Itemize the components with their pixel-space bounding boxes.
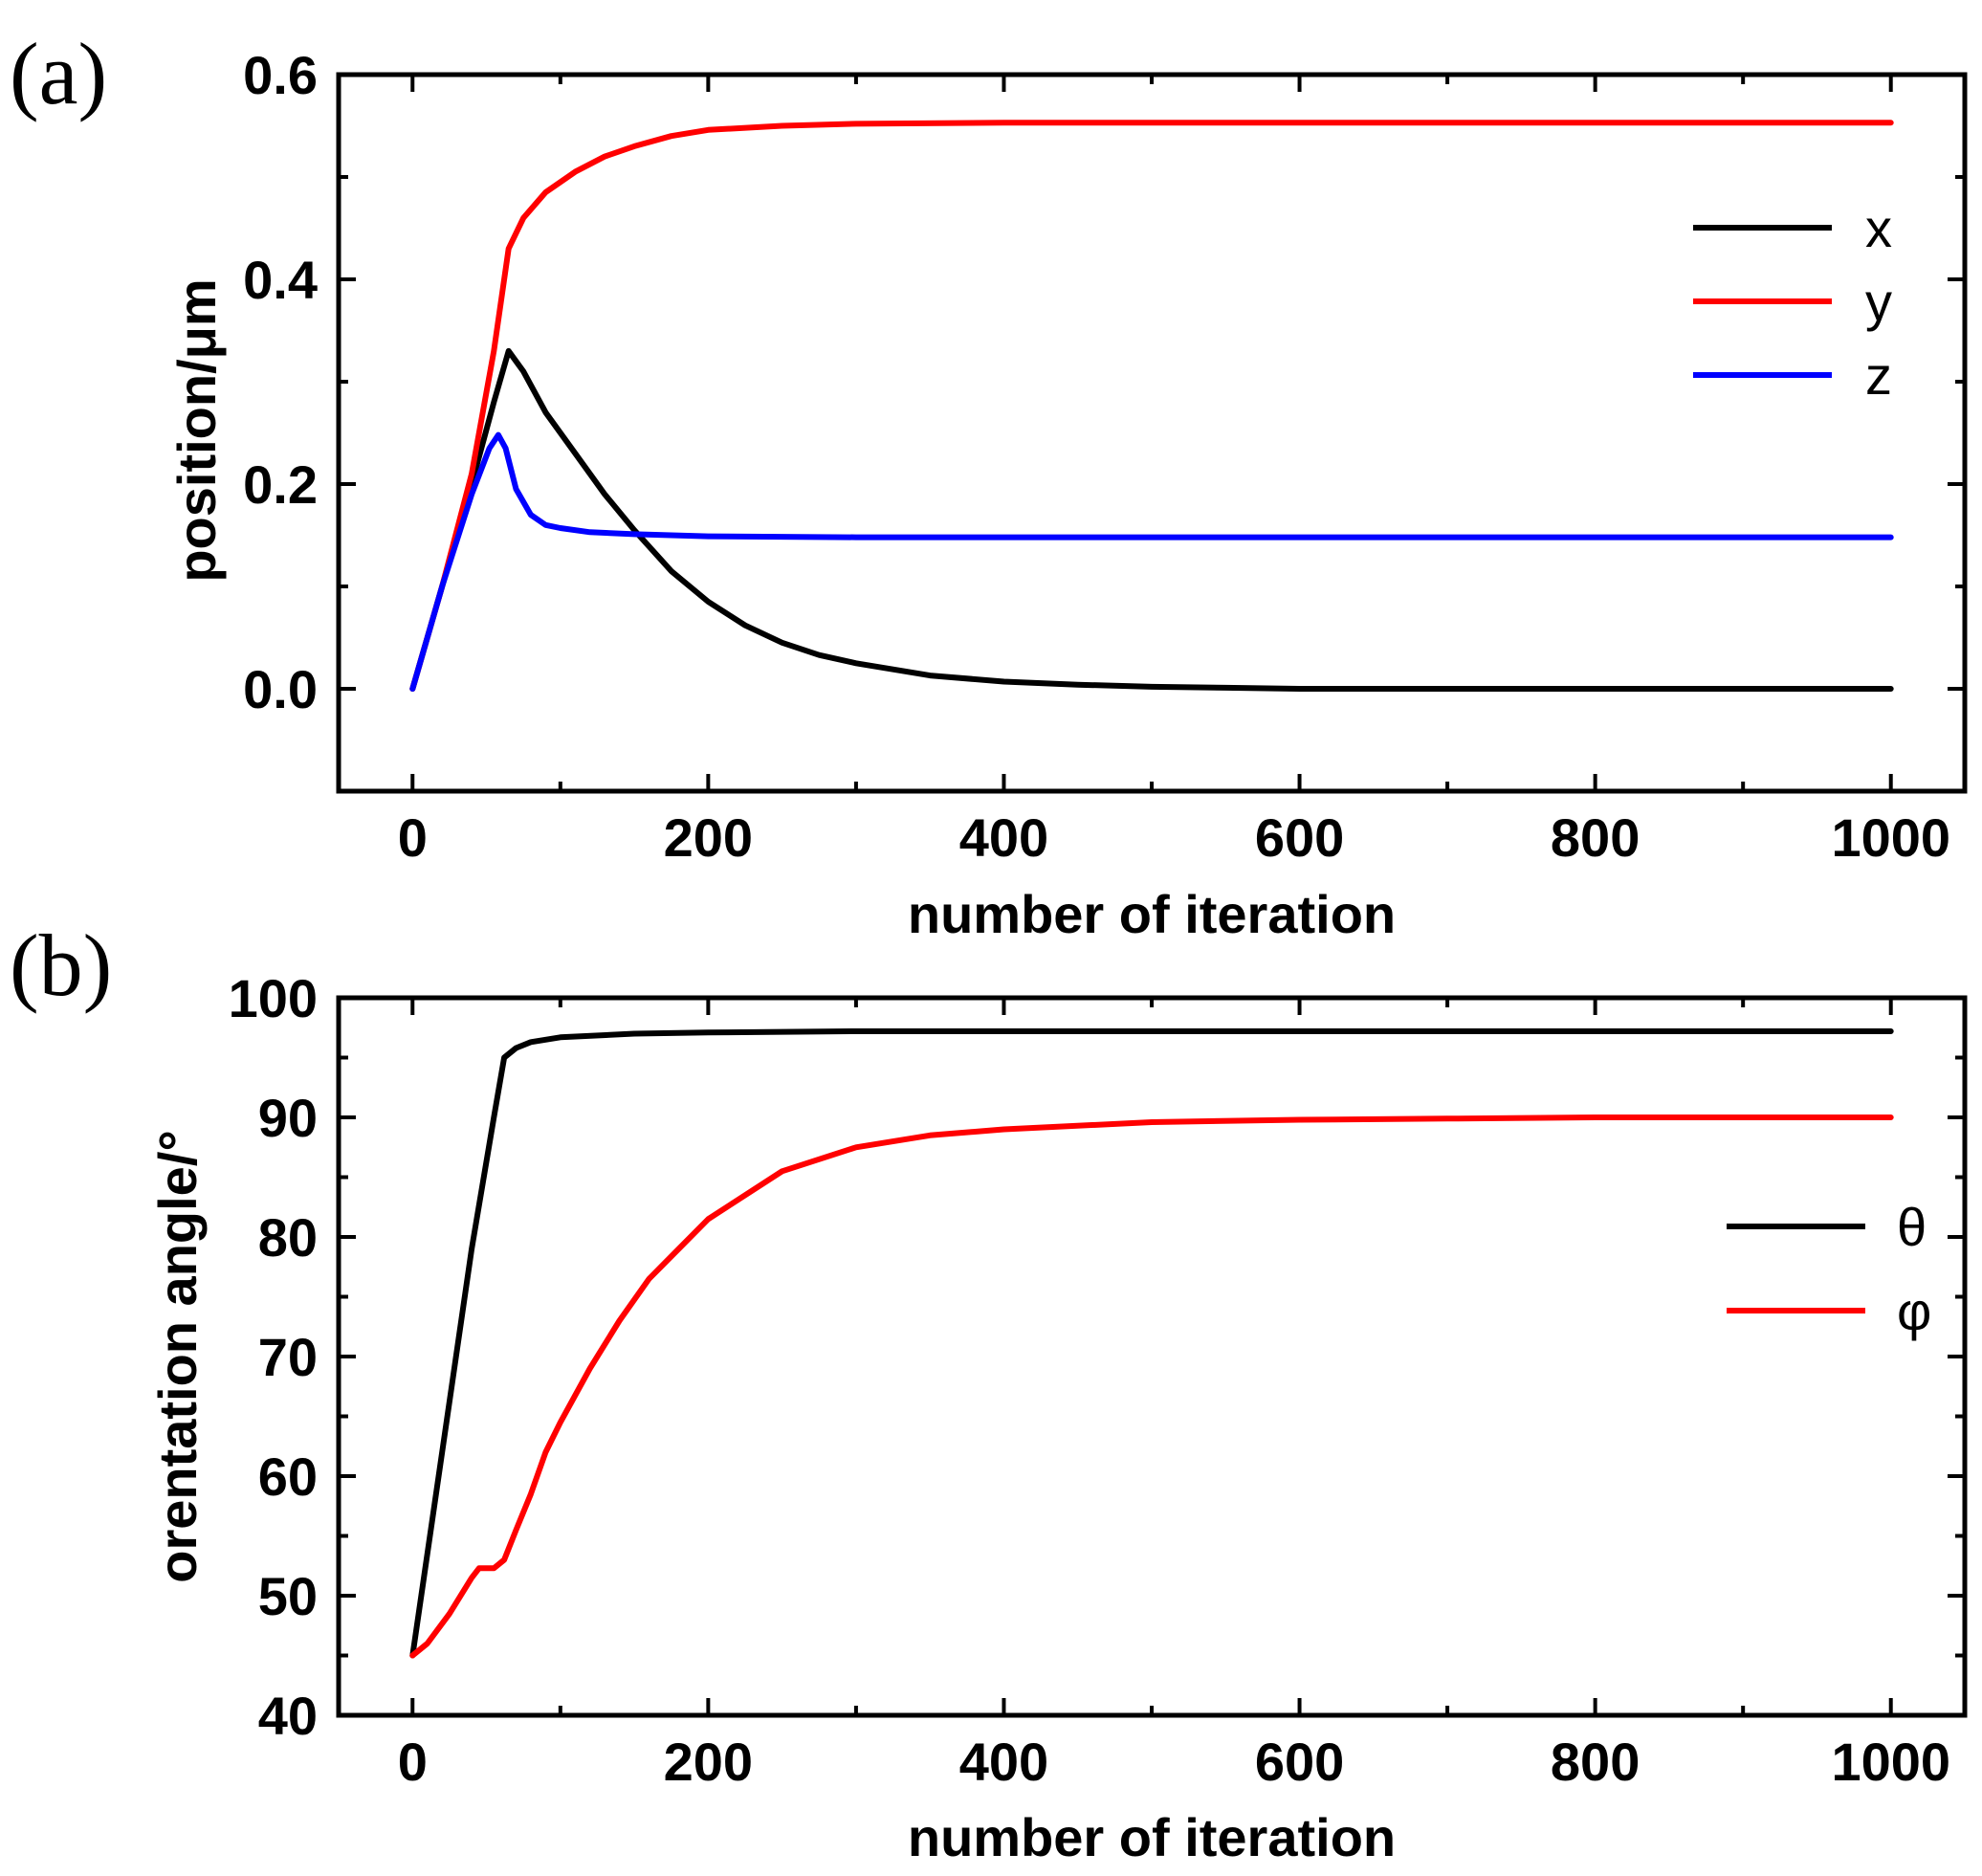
y-tick-label: 0.2 bbox=[243, 454, 318, 515]
panel-b-x-axis-title: number of iteration bbox=[908, 1807, 1396, 1867]
x-tick-label: 600 bbox=[1255, 807, 1344, 868]
x-tick-label: 0 bbox=[398, 1732, 428, 1792]
panel-b-plot-frame bbox=[336, 995, 1968, 1718]
panel-a-label: (a) bbox=[10, 25, 107, 122]
x-tick-label: 200 bbox=[664, 1732, 753, 1792]
x-tick-label: 1000 bbox=[1831, 1732, 1950, 1792]
y-tick-label: 90 bbox=[258, 1088, 318, 1148]
y-tick-label: 40 bbox=[258, 1686, 318, 1746]
y-tick-label: 70 bbox=[258, 1327, 318, 1387]
panel-a-legend: x y z bbox=[1693, 198, 1892, 406]
legend-label-theta: θ bbox=[1897, 1197, 1927, 1257]
x-tick-label: 400 bbox=[959, 1732, 1048, 1792]
panel-b-ticks: 0 200 400 600 800 1000 40 50 60 70 80 90 100 bbox=[229, 968, 1965, 1792]
panel-a-plot-frame bbox=[336, 72, 1968, 794]
y-tick-label: 0.0 bbox=[243, 659, 318, 719]
panel-a-x-axis-title: number of iteration bbox=[908, 884, 1396, 944]
series-line-3 bbox=[409, 431, 1894, 692]
x-tick-label: 0 bbox=[398, 807, 428, 868]
panel-b-legend: θ φ bbox=[1727, 1197, 1931, 1341]
x-tick-label: 200 bbox=[664, 807, 753, 868]
y-tick-label: 60 bbox=[258, 1446, 318, 1507]
legend-label-y: y bbox=[1865, 272, 1892, 332]
panel-a-ticks: 0 200 400 600 800 1000 0.0 0.2 0.4 0.6 bbox=[243, 45, 1965, 868]
y-tick-label: 0.6 bbox=[243, 45, 318, 105]
panel-b-y-axis-title: orentation angle/° bbox=[147, 1130, 208, 1583]
x-tick-label: 600 bbox=[1255, 1732, 1344, 1792]
y-tick-label: 100 bbox=[229, 968, 318, 1028]
panel-a-position-chart: (a) 0 200 400 600 800 1000 0.0 0.2 0.4 0.6 number… bbox=[10, 25, 1968, 944]
x-tick-label: 800 bbox=[1551, 1732, 1640, 1792]
legend-label-x: x bbox=[1865, 198, 1892, 258]
legend-label-phi: φ bbox=[1897, 1281, 1931, 1341]
series-line-1 bbox=[409, 1028, 1894, 1659]
panel-b-orientation-chart: (b) 0 200 400 600 800 1000 40 50 60 70 80 90 100 num… bbox=[10, 916, 1968, 1867]
panel-a-series bbox=[409, 120, 1894, 692]
panel-a-y-axis-title: position/μm bbox=[166, 278, 227, 582]
y-tick-label: 80 bbox=[258, 1207, 318, 1268]
series-line-2 bbox=[409, 120, 1894, 692]
x-tick-label: 1000 bbox=[1831, 807, 1950, 868]
series-line-2 bbox=[409, 1115, 1894, 1659]
legend-label-z: z bbox=[1865, 345, 1892, 406]
x-tick-label: 400 bbox=[959, 807, 1048, 868]
panel-b-series bbox=[409, 1028, 1894, 1659]
series-line-1 bbox=[409, 347, 1894, 692]
panel-b-label: (b) bbox=[10, 916, 112, 1014]
y-tick-label: 50 bbox=[258, 1566, 318, 1626]
y-tick-label: 0.4 bbox=[243, 250, 318, 310]
x-tick-label: 800 bbox=[1551, 807, 1640, 868]
